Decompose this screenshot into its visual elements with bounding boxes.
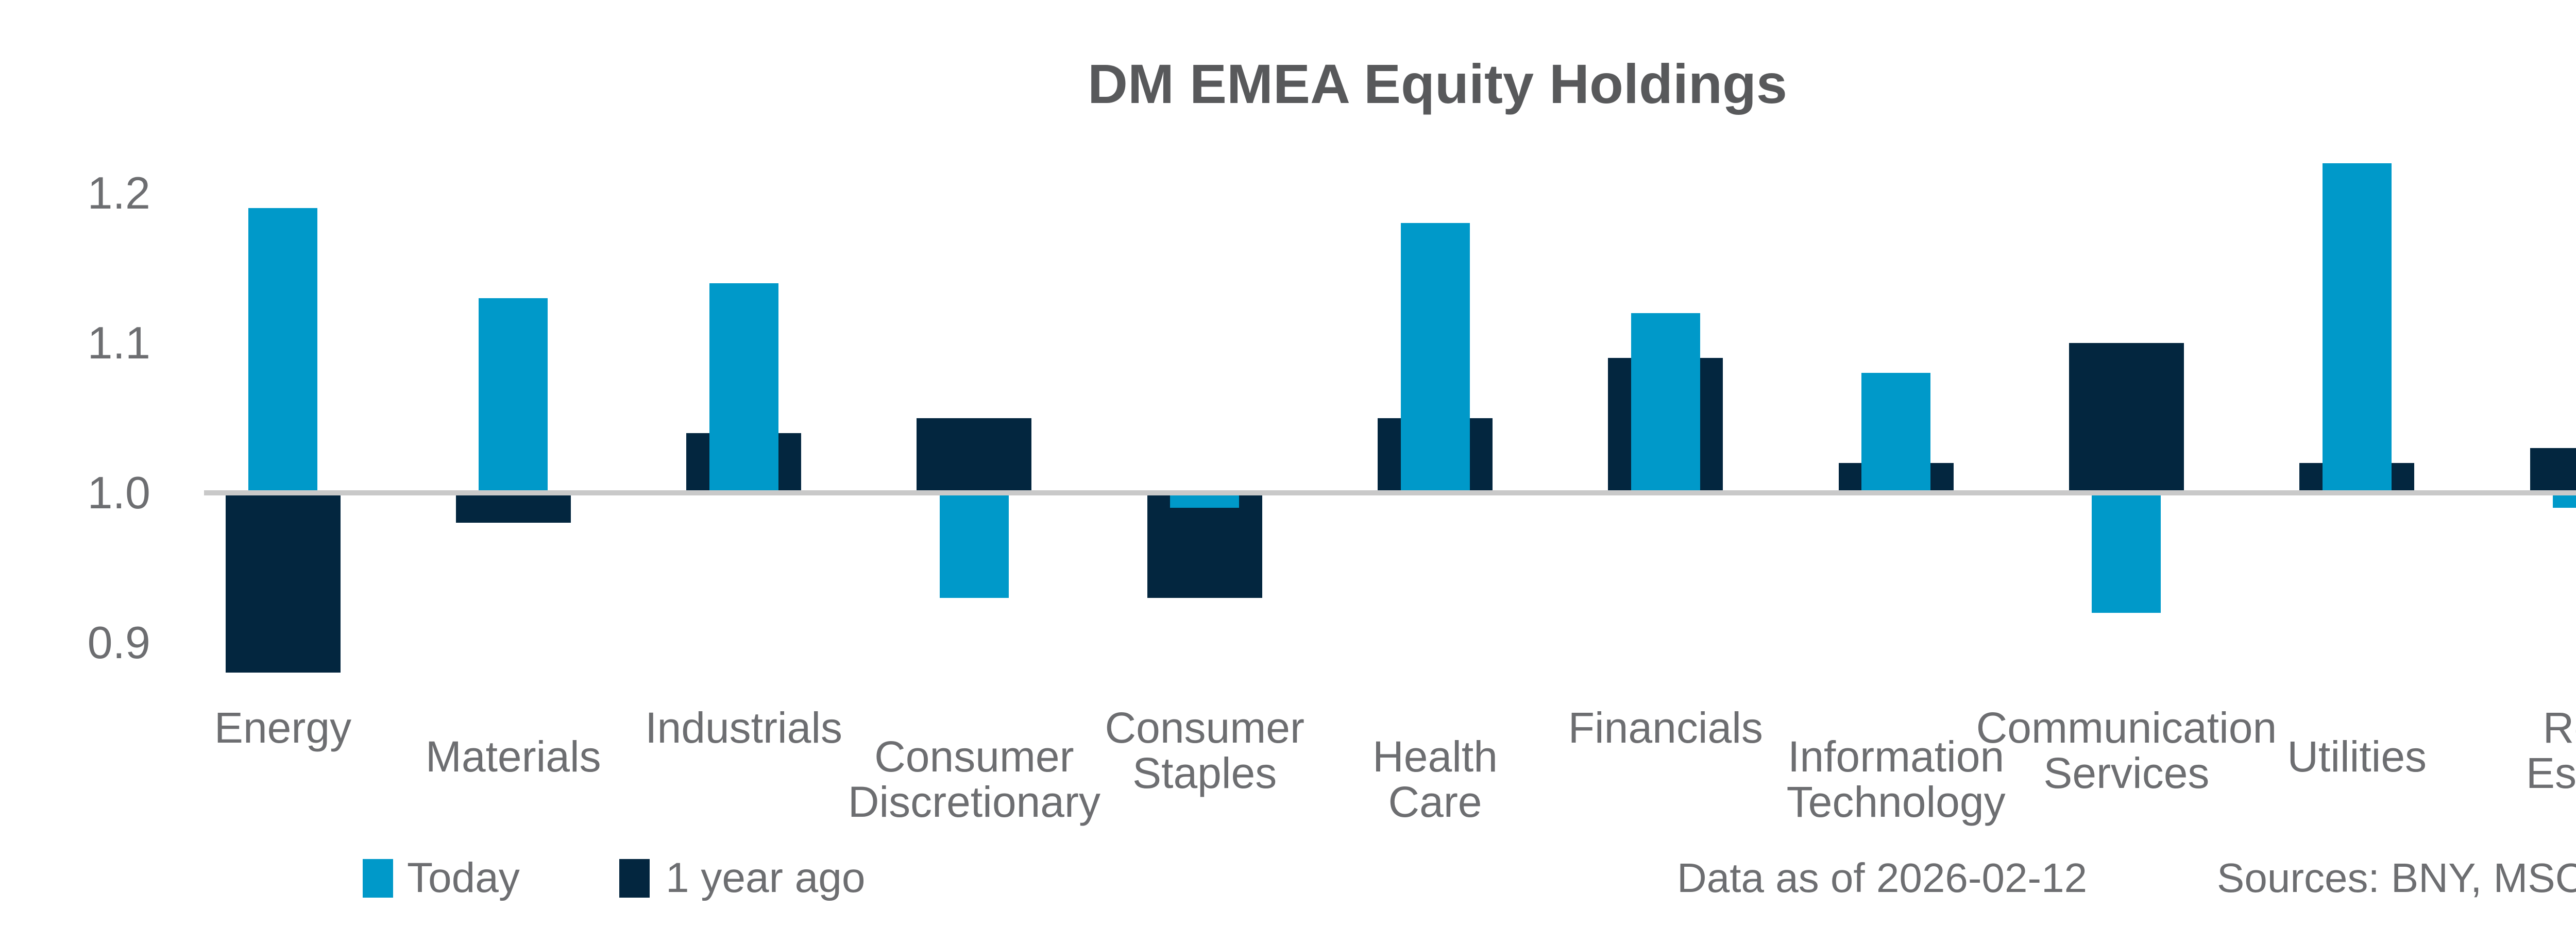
x-label-line: Discretionary: [848, 778, 1100, 826]
x-label-energy: Energy: [113, 705, 453, 750]
bar-today-utilities: [2322, 163, 2392, 490]
y-tick-0.9: 0.9: [87, 617, 150, 668]
data-as-of-note: Data as of 2026-02-12: [1677, 855, 2088, 901]
x-label-line: Communication: [1976, 703, 2277, 752]
bar-today-real-estate: [2553, 495, 2576, 508]
x-label-line: Financials: [1568, 703, 1763, 752]
x-label-line: Utilities: [2287, 732, 2427, 781]
bar-today-communication-services: [2092, 495, 2161, 613]
bar-today-consumer-staples: [1170, 495, 1240, 508]
bar-1-year-ago-materials: [455, 495, 571, 523]
x-label-materials: Materials: [343, 734, 683, 779]
legend-label-1-year-ago: 1 year ago: [666, 854, 866, 901]
bar-today-information-technology: [1861, 373, 1931, 490]
x-label-health-care: Health Care: [1265, 734, 1605, 825]
baseline-gridline-1.0: [204, 490, 2576, 495]
x-label-line: Technology: [1786, 778, 2006, 826]
x-label-line: Consumer: [874, 732, 1074, 781]
bar-1-year-ago-energy: [225, 495, 341, 673]
sources-note: Sources: BNY, MSCI: [2217, 855, 2576, 901]
bar-today-energy: [248, 208, 317, 490]
x-label-financials: Financials: [1496, 705, 1836, 750]
legend-swatch-1-year-ago: [619, 859, 650, 898]
x-label-line: Health: [1372, 732, 1498, 781]
x-label-line: Industrials: [645, 703, 843, 752]
x-label-line: Information: [1787, 732, 2005, 781]
x-label-real-estate: RealEstate: [2417, 705, 2576, 796]
x-label-utilities: Utilities: [2187, 734, 2527, 779]
bar-today-industrials: [709, 283, 778, 490]
x-label-industrials: Industrials: [574, 705, 914, 750]
x-label-communication-services: Communication Services: [1956, 705, 2296, 796]
x-label-line: Care: [1388, 778, 1482, 826]
x-label-consumer-staples: Consumer Staples: [1035, 705, 1375, 796]
bar-today-materials: [479, 298, 548, 490]
y-tick-1.1: 1.1: [87, 317, 150, 368]
x-label-line: Consumer: [1105, 703, 1304, 752]
bar-today-financials: [1631, 313, 1700, 490]
bar-1-year-ago-consumer-discretionary: [917, 418, 1032, 490]
bar-1-year-ago-real-estate: [2530, 448, 2576, 490]
x-label-information-technology: Information Technology: [1726, 734, 2066, 825]
x-label-consumer-discretionary: Consumer Discretionary: [804, 734, 1144, 825]
legend-swatch-today: [363, 859, 393, 898]
x-label-line: Energy: [214, 703, 352, 752]
x-label-line: Staples: [1132, 749, 1277, 797]
legend-label-today: Today: [407, 854, 520, 901]
y-tick-1.2: 1.2: [87, 167, 150, 218]
bar-1-year-ago-consumer-staples: [1147, 495, 1262, 598]
x-label-line: Real: [2543, 703, 2576, 752]
chart-title: DM EMEA Equity Holdings: [1088, 53, 1787, 115]
x-label-line: Estate: [2526, 749, 2576, 797]
y-tick-1.0: 1.0: [87, 467, 150, 518]
bar-1-year-ago-communication-services: [2069, 343, 2184, 490]
bar-today-consumer-discretionary: [939, 495, 1009, 598]
x-label-line: Services: [2043, 749, 2210, 797]
bar-today-health-care: [1400, 223, 1470, 490]
x-label-line: Materials: [425, 732, 601, 781]
